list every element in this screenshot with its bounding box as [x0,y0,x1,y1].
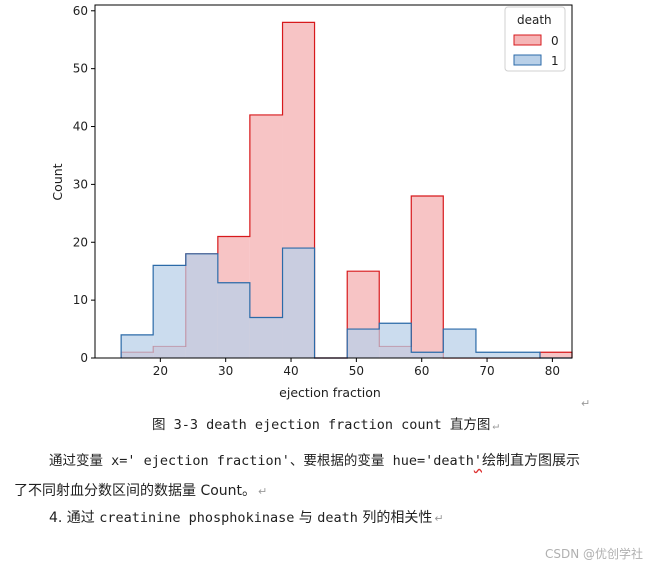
y-tick-label: 40 [73,120,88,134]
return-mark: ↵ [492,419,500,432]
plot-frame [94,4,573,359]
x-tick-label: 40 [283,364,298,378]
x-tick-label: 20 [153,364,168,378]
paragraph-line-1: 通过变量 x=' ejection fraction'、要根据的变量 hue='… [49,449,580,470]
watermark: CSDN @优创学社 [544,547,643,561]
bar-1-7 [347,329,380,358]
bar-1-10 [443,329,476,358]
bar-1-9 [411,352,444,358]
y-tick-label: 50 [73,62,88,76]
x-axis-label: ejection fraction [279,385,381,400]
legend-swatch-0 [513,34,542,46]
bar-1-2 [185,253,218,358]
y-tick-label: 20 [73,235,88,249]
bar-1-8 [379,323,412,358]
bar-1-1 [153,265,186,358]
y-tick-label: 0 [80,351,88,365]
return-mark: ↵ [581,397,591,410]
para1-text-d: 绘制直方图展示 [481,453,580,469]
para2-text: 了不同射血分数区间的数据量 Count。 [14,483,257,499]
bar-1-5 [282,248,315,358]
y-tick-label: 60 [73,4,88,18]
paragraph-line-2: 了不同射血分数区间的数据量 Count。 ↵ [14,480,267,500]
bar-1-11 [475,352,508,358]
legend-title: death [517,13,552,27]
para1-text-a: 通过变量 x=' ejection fraction'、要根据的变量 hue=' [49,453,434,469]
x-tick-label: 50 [349,364,364,378]
para1-text-c: ' [473,453,482,469]
legend-swatch-1 [513,54,542,66]
para1-text-b: death [433,453,474,469]
list-item-4: 4. 通过 creatinine phosphokinase 与 death 列… [49,507,444,527]
legend: death 0 1 [504,6,566,72]
x-tick-label: 30 [218,364,233,378]
legend-label-0: 0 [551,34,559,48]
figure-caption-text: 图 3-3 death ejection fraction count 直方图 [151,417,491,433]
bar-1-0 [121,334,154,358]
bar-1-4 [249,317,283,358]
bar-1-12 [507,352,540,358]
series-1-bars [120,247,572,359]
item4-code-death: death [317,510,358,526]
item4-mid: 与 [294,510,318,526]
y-axis-label: Count [50,163,65,200]
y-tick-label: 10 [73,293,88,307]
return-mark: ↵ [434,512,444,525]
item4-suffix: 列的相关性 [357,510,433,526]
return-mark: ↵ [258,485,268,498]
legend-label-1: 1 [551,54,559,68]
bar-0-13 [539,352,572,358]
x-tick-label: 70 [479,364,494,378]
item4-prefix: 4. 通过 [49,510,100,526]
x-tick-label: 60 [414,364,429,378]
y-tick-label: 30 [73,177,88,191]
bar-1-3 [217,282,250,358]
x-tick-label: 80 [545,364,560,378]
bar-0-9 [411,195,444,358]
figure-caption: 图 3-3 death ejection fraction count 直方图 ↵ [0,413,651,433]
item4-code-creatinine: creatinine phosphokinase [99,510,295,526]
